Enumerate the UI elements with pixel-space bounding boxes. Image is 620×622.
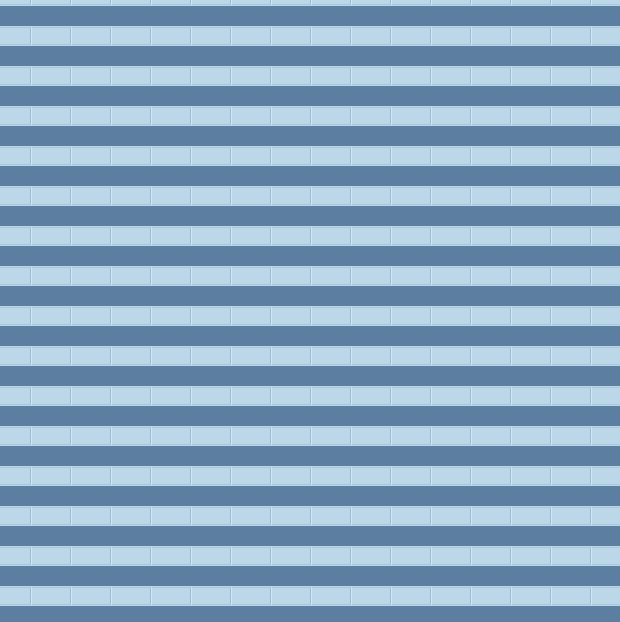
page	[0, 0, 620, 622]
striped-tile-pattern	[0, 0, 620, 622]
tile-background	[0, 0, 620, 622]
